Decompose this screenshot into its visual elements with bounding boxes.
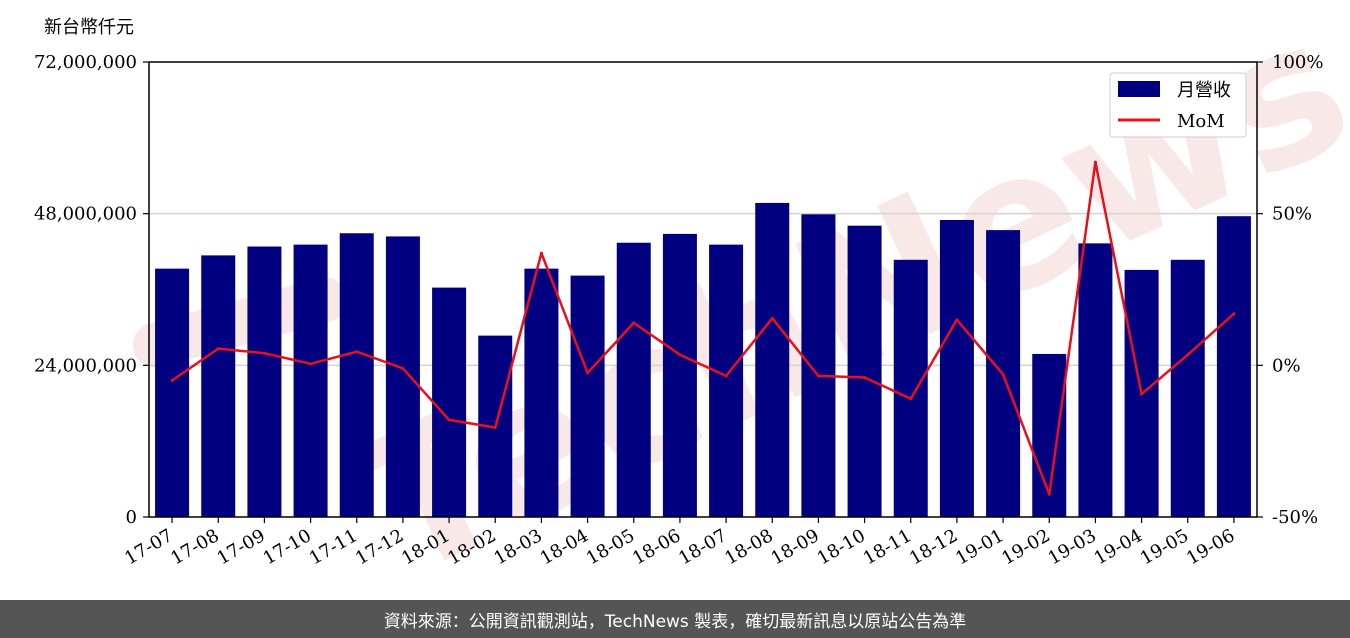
bar-19-06 bbox=[1216, 216, 1251, 517]
mom-point-18-07 bbox=[724, 374, 728, 378]
mom-point-18-10 bbox=[863, 375, 867, 379]
y-tick-label: 24,000,000 bbox=[34, 355, 137, 376]
mom-point-18-02 bbox=[493, 426, 497, 430]
mom-line bbox=[171, 160, 1235, 496]
mom-point-19-04 bbox=[1140, 392, 1144, 396]
bar-18-11 bbox=[893, 259, 928, 517]
bar-19-03 bbox=[1078, 243, 1113, 518]
bar-18-03 bbox=[524, 268, 559, 517]
mom-point-19-05 bbox=[1186, 353, 1190, 357]
mom-point-17-10 bbox=[309, 362, 313, 366]
mom-point-18-05 bbox=[632, 321, 636, 325]
mom-point-19-01 bbox=[1001, 372, 1005, 376]
bar-18-06 bbox=[662, 233, 697, 517]
x-tick-label: 18-10 bbox=[814, 525, 869, 569]
mom-point-18-01 bbox=[447, 418, 451, 422]
mom-point-19-02 bbox=[1047, 492, 1051, 496]
bar-18-12 bbox=[939, 219, 974, 517]
mom-point-19-06 bbox=[1232, 312, 1236, 316]
bar-18-01 bbox=[432, 287, 467, 517]
y2-tick-label: 100% bbox=[1272, 52, 1323, 73]
legend-swatch-revenue bbox=[1118, 81, 1160, 97]
legend: 月營收 MoM bbox=[1109, 72, 1247, 138]
mom-point-17-11 bbox=[355, 350, 359, 354]
bar-17-12 bbox=[385, 236, 420, 517]
x-tick-label: 17-10 bbox=[260, 525, 315, 569]
y-axis-unit-label: 新台幣仟元 bbox=[44, 17, 134, 38]
x-tick-label: 19-03 bbox=[1044, 525, 1099, 569]
x-tick-label: 19-02 bbox=[998, 525, 1053, 569]
chart: TechNews 024,000,00048,000,00072,000,000… bbox=[34, 0, 1350, 600]
bars bbox=[155, 202, 1251, 518]
y2-tick-label: 0% bbox=[1272, 355, 1301, 376]
x-tick-label: 17-08 bbox=[167, 525, 222, 569]
x-tick-label: 18-06 bbox=[629, 525, 684, 569]
mom-point-17-09 bbox=[262, 351, 266, 355]
y2-tick-label: -50% bbox=[1272, 507, 1318, 528]
mom-point-17-12 bbox=[401, 366, 405, 370]
x-tick-label: 18-11 bbox=[860, 525, 915, 569]
x-tick-label: 19-06 bbox=[1183, 525, 1238, 569]
legend-label-mom: MoM bbox=[1177, 111, 1225, 132]
bar-18-09 bbox=[801, 214, 836, 517]
x-tick-label: 17-09 bbox=[213, 525, 268, 569]
bar-17-08 bbox=[201, 255, 236, 517]
bar-17-09 bbox=[247, 246, 282, 517]
x-tick-label: 19-05 bbox=[1137, 525, 1192, 569]
bar-18-10 bbox=[847, 225, 882, 517]
x-tick-label: 19-04 bbox=[1091, 525, 1146, 569]
mom-point-18-11 bbox=[909, 397, 913, 401]
bar-17-10 bbox=[293, 244, 328, 517]
y-tick-label: 0 bbox=[126, 507, 137, 528]
bar-18-04 bbox=[570, 275, 605, 517]
y2-tick-label: 50% bbox=[1272, 204, 1312, 225]
y-tick-label: 48,000,000 bbox=[34, 204, 137, 225]
bar-19-05 bbox=[1170, 259, 1205, 517]
bar-18-08 bbox=[755, 202, 790, 517]
bar-17-07 bbox=[155, 268, 190, 517]
footer-source-note: 資料來源：公開資訊觀測站，TechNews 製表，確切最新訊息以原站公告為準 bbox=[0, 600, 1350, 638]
x-tick-label: 19-01 bbox=[952, 525, 1007, 569]
mom-point-18-09 bbox=[816, 374, 820, 378]
mom-point-18-12 bbox=[955, 318, 959, 322]
mom-point-19-03 bbox=[1093, 160, 1097, 164]
x-tick-label: 18-09 bbox=[767, 525, 822, 569]
mom-point-18-08 bbox=[770, 316, 774, 320]
mom-point-18-06 bbox=[678, 353, 682, 357]
x-tick-label: 18-08 bbox=[721, 525, 776, 569]
mom-point-18-03 bbox=[539, 251, 543, 255]
mom-point-17-08 bbox=[216, 347, 220, 351]
bar-18-05 bbox=[616, 242, 651, 517]
y-tick-label: 72,000,000 bbox=[34, 52, 137, 73]
legend-label-revenue: 月營收 bbox=[1177, 80, 1231, 101]
x-tick-label: 18-07 bbox=[675, 525, 730, 569]
x-tick-label: 18-12 bbox=[906, 525, 961, 569]
mom-point-17-07 bbox=[170, 379, 174, 382]
x-tick-label: 17-07 bbox=[121, 525, 176, 569]
x-tick-label: 17-11 bbox=[306, 525, 361, 569]
mom-point-18-04 bbox=[586, 371, 590, 375]
bar-17-11 bbox=[339, 233, 374, 517]
bar-18-07 bbox=[709, 244, 744, 517]
mom-line-group bbox=[170, 160, 1236, 496]
